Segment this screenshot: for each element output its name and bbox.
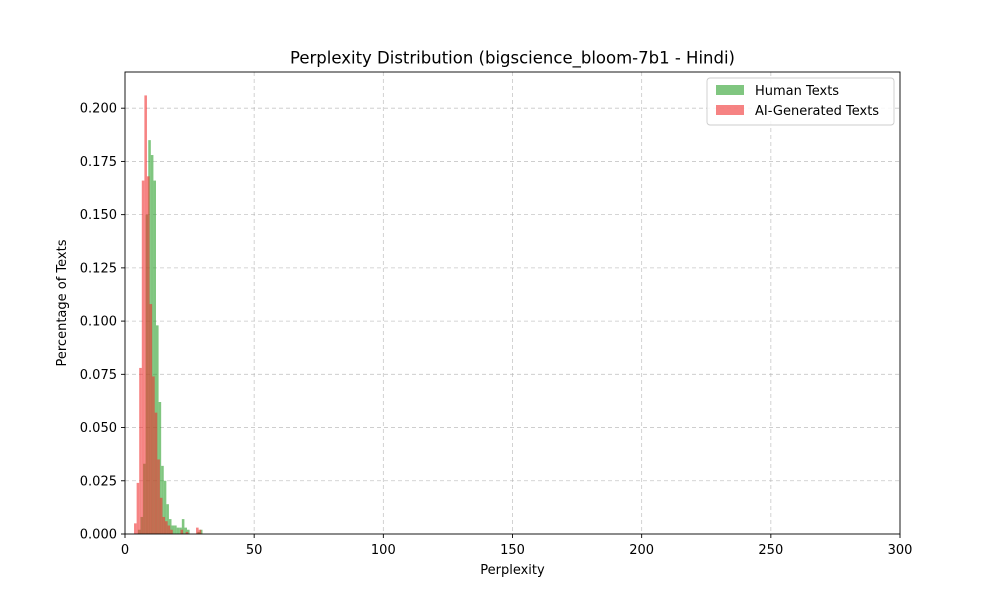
grid — [125, 72, 900, 534]
bar-human — [181, 519, 185, 534]
bar-human — [176, 527, 180, 534]
bar-ai — [144, 95, 147, 534]
bar-ai — [157, 459, 160, 534]
x-tick-label: 100 — [371, 543, 396, 558]
y-tick-label: 0.125 — [80, 261, 117, 276]
y-tick-label: 0.075 — [80, 368, 117, 383]
bar-human — [184, 527, 187, 534]
y-tick-label: 0.175 — [80, 155, 117, 170]
bar-ai — [165, 521, 168, 534]
bar-ai — [167, 525, 171, 534]
bar-human — [199, 529, 203, 534]
bar-ai — [136, 482, 140, 534]
y-tick-label: 0.150 — [80, 208, 117, 223]
x-axis-label: Perplexity — [480, 563, 545, 578]
bar-ai — [149, 304, 153, 534]
x-tick-label: 300 — [888, 543, 913, 558]
bar-human — [174, 525, 177, 534]
y-axis-label: Percentage of Texts — [55, 239, 70, 366]
y-tick-label: 0.200 — [80, 102, 117, 117]
y-tick-label: 0.100 — [80, 315, 117, 330]
bar-ai — [134, 523, 137, 534]
bar-human — [161, 465, 164, 534]
bar-ai — [170, 529, 173, 534]
legend-swatch-ai — [716, 105, 744, 115]
bar-ai — [152, 376, 155, 534]
bars — [134, 95, 203, 535]
bar-ai — [146, 176, 150, 535]
x-tick-label: 0 — [121, 543, 129, 558]
bar-ai — [196, 527, 199, 534]
bar-ai — [198, 529, 202, 534]
bar-ai — [154, 412, 158, 534]
x-tick-label: 150 — [500, 543, 525, 558]
bar-ai — [141, 180, 145, 535]
bar-human — [153, 180, 156, 535]
chart-title: Perplexity Distribution (bigscience_bloo… — [290, 49, 735, 69]
bar-human — [163, 480, 167, 534]
legend: Human Texts AI-Generated Texts — [706, 77, 895, 126]
bar-ai — [180, 529, 184, 534]
y-tick-label: 0.025 — [80, 474, 117, 489]
bar-human — [168, 519, 172, 534]
legend-swatch-human — [716, 85, 744, 95]
legend-label-human: Human Texts — [755, 84, 839, 99]
bar-ai — [162, 516, 166, 534]
bar-ai — [185, 531, 189, 534]
axis-ticks: 0 50 100 150 200 250 300 0.000 0.025 0.050 0.075 0.… — [80, 102, 913, 558]
bar-human — [179, 527, 182, 534]
x-tick-label: 50 — [246, 543, 263, 558]
legend-box — [706, 77, 895, 126]
bar-ai — [139, 367, 142, 534]
x-tick-label: 200 — [629, 543, 654, 558]
x-tick-label: 250 — [758, 543, 783, 558]
legend-label-ai: AI-Generated Texts — [755, 104, 879, 119]
bar-human — [166, 504, 169, 534]
y-tick-label: 0.050 — [80, 421, 117, 436]
y-tick-label: 0.000 — [80, 528, 117, 543]
bar-ai — [159, 497, 163, 534]
